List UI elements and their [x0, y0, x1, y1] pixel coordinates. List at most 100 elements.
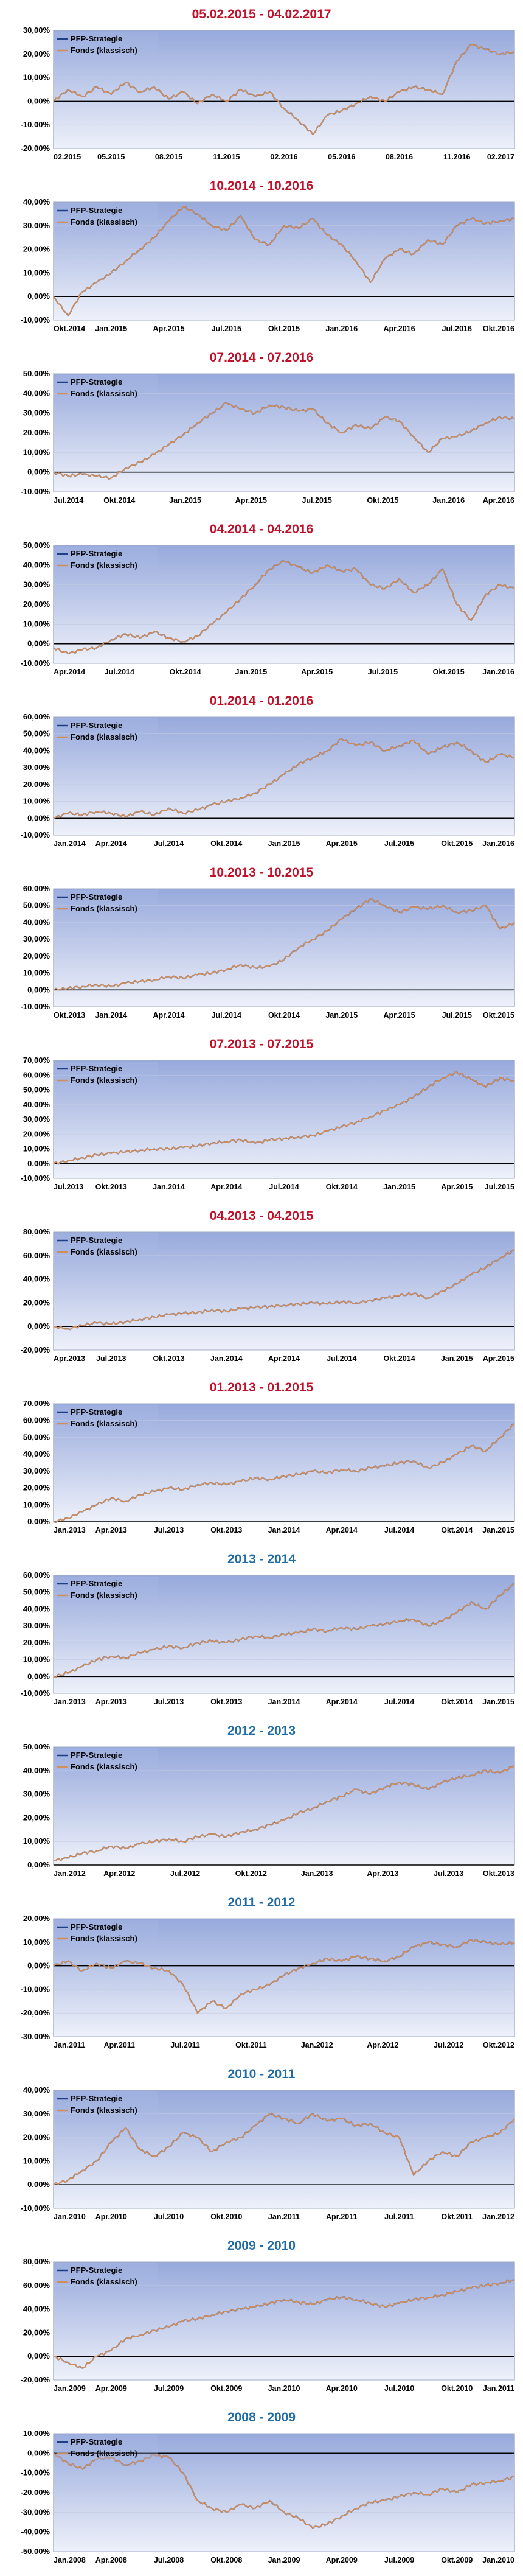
legend-label-fonds: Fonds (klassisch) — [71, 1076, 137, 1085]
legend-label-strategie: PFP-Strategie — [71, 549, 122, 558]
chart-title: 2013 - 2014 — [227, 1552, 296, 1566]
y-tick-label: 20,00% — [23, 1813, 50, 1822]
x-tick-label: Jan.2012 — [301, 2041, 333, 2049]
x-tick-label: Apr.2015 — [383, 1011, 415, 1020]
legend-label-fonds: Fonds (klassisch) — [71, 1591, 137, 1600]
x-tick-label: Apr.2015 — [301, 668, 333, 676]
y-tick-label: 20,00% — [23, 951, 50, 961]
y-tick-label: 60,00% — [23, 885, 50, 893]
x-tick-label: Jul.2015 — [368, 668, 398, 676]
x-tick-label: Okt.2015 — [367, 496, 398, 505]
y-tick-label: 50,00% — [23, 1432, 50, 1441]
x-tick-label: Jul.2013 — [54, 1183, 83, 1191]
y-tick-label: 40,00% — [23, 1100, 50, 1109]
x-tick-label: Jul.2010 — [384, 2384, 414, 2393]
y-tick-label: 50,00% — [23, 1743, 50, 1751]
x-tick-label: Okt.2014 — [441, 1698, 473, 1706]
y-tick-label: 40,00% — [23, 1604, 50, 1613]
y-tick-label: 40,00% — [23, 1766, 50, 1775]
x-tick-label: Jul.2014 — [54, 496, 83, 505]
chart-panel: 2010 - 2011 -10,00% 0,00% 10,00% 20,00% 30,00… — [0, 2060, 523, 2231]
x-tick-label: Okt.2010 — [441, 2384, 473, 2393]
x-tick-label: Jan.2011 — [268, 2213, 300, 2221]
x-tick-label: Okt.2015 — [441, 839, 473, 848]
y-tick-label: 30,00% — [23, 408, 50, 418]
line-chart: -20,00% -10,00% 0,00% 10,00% 20,00% 30,00% 02.… — [21, 27, 515, 161]
x-tick-label: Jan.2008 — [54, 2556, 86, 2564]
x-tick-label: Jul.2012 — [434, 2041, 463, 2049]
chart-title: 2009 - 2010 — [227, 2239, 296, 2253]
chart-panel: 04.2014 - 04.2016 -10,00% 0,00% 10,00% 20,00… — [0, 515, 523, 687]
legend-label-fonds: Fonds (klassisch) — [71, 2277, 137, 2286]
chart-panel: 2012 - 2013 0,00% 10,00% 20,00% 30,00% 40,00%… — [0, 1717, 523, 1888]
x-tick-label: Jan.2015 — [383, 1183, 415, 1191]
x-tick-label: Jan.2010 — [482, 2556, 514, 2564]
legend: PFP-Strategie Fonds (klassisch) — [55, 1577, 158, 1602]
x-tick-label: Okt.2015 — [433, 668, 465, 676]
x-tick-label: Apr.2012 — [367, 2041, 398, 2049]
y-tick-label: -10,00% — [21, 2468, 50, 2477]
y-tick-label: 30,00% — [23, 934, 50, 943]
series-line-fonds-klassisch — [53, 1939, 515, 2014]
x-tick-label: Okt.2013 — [95, 1183, 127, 1191]
legend-label-fonds: Fonds (klassisch) — [71, 1762, 137, 1771]
line-chart: -10,00% 0,00% 10,00% 20,00% 30,00% 40,00% 50,0… — [21, 370, 515, 505]
y-tick-label: 20,00% — [23, 245, 50, 254]
plot-area — [53, 201, 515, 321]
legend-label-strategie: PFP-Strategie — [71, 206, 122, 215]
x-tick-label: Jan.2013 — [301, 1869, 333, 1878]
x-tick-label: Okt.2014 — [441, 1526, 473, 1535]
line-chart: -10,00% 0,00% 10,00% 20,00% 30,00% 40,00% 50,0… — [21, 542, 515, 676]
y-tick-label: 0,00% — [27, 96, 50, 105]
x-tick-label: Jan.2015 — [325, 1011, 358, 1020]
series-line-fonds-klassisch — [53, 1583, 515, 1678]
legend: PFP-Strategie Fonds (klassisch) — [55, 203, 158, 229]
line-chart: 0,00% 10,00% 20,00% 30,00% 40,00% 50,00% Jan.2… — [23, 1743, 515, 1878]
y-tick-label: 20,00% — [23, 1638, 50, 1647]
x-tick-label: Apr.2011 — [326, 2213, 357, 2221]
y-tick-label: -20,00% — [21, 2375, 50, 2384]
x-tick-label: Okt.2011 — [235, 2041, 266, 2049]
legend-label-fonds: Fonds (klassisch) — [71, 561, 137, 570]
y-tick-label: 30,00% — [23, 1790, 50, 1799]
series-line-fonds-klassisch — [53, 738, 515, 819]
series-line-fonds-klassisch — [53, 44, 515, 135]
x-tick-label: Jul.2008 — [154, 2556, 184, 2564]
legend-label-strategie: PFP-Strategie — [71, 377, 122, 387]
legend-label-fonds: Fonds (klassisch) — [71, 904, 137, 913]
x-tick-label: Jan.2014 — [210, 1354, 243, 1363]
y-tick-label: 20,00% — [23, 780, 50, 789]
y-tick-label: 10,00% — [23, 1655, 50, 1664]
legend-label-fonds: Fonds (klassisch) — [71, 46, 137, 55]
x-tick-label: Jan.2012 — [482, 2213, 514, 2221]
y-tick-label: -30,00% — [21, 2507, 50, 2516]
x-tick-label: Okt.2015 — [268, 324, 300, 333]
x-tick-label: Jul.2014 — [327, 1354, 356, 1363]
y-tick-label: -10,00% — [21, 830, 50, 839]
legend: PFP-Strategie Fonds (klassisch) — [55, 718, 158, 744]
legend-label-fonds: Fonds (klassisch) — [71, 732, 137, 741]
x-tick-label: Jul.2016 — [442, 324, 472, 333]
y-tick-label: 20,00% — [23, 1915, 50, 1923]
x-tick-label: Jan.2014 — [153, 1183, 185, 1191]
series-line-fonds-klassisch — [53, 206, 515, 317]
x-tick-label: Jul.2011 — [384, 2213, 414, 2221]
x-tick-label: Jan.2016 — [325, 324, 358, 333]
y-tick-label: 20,00% — [23, 2328, 50, 2337]
x-tick-label: Apr.2010 — [326, 2384, 358, 2393]
legend: PFP-Strategie Fonds (klassisch) — [55, 1920, 158, 1945]
y-tick-label: 0,00% — [27, 813, 50, 822]
y-tick-label: 0,00% — [27, 639, 50, 648]
chart-panel: 10.2013 - 10.2015 -10,00% 0,00% 10,00% 20,00… — [0, 858, 523, 1030]
x-tick-label: Apr.2014 — [326, 1526, 358, 1535]
chart-panel: 2013 - 2014 -10,00% 0,00% 10,00% 20,00% 30,00… — [0, 1545, 523, 1717]
y-tick-label: 60,00% — [23, 1251, 50, 1260]
y-tick-label: 10,00% — [23, 73, 50, 82]
y-tick-label: 60,00% — [23, 1416, 50, 1425]
line-chart: -10,00% 0,00% 10,00% 20,00% 30,00% 40,00% Jan.… — [21, 2087, 515, 2221]
x-tick-label: Jul.2014 — [384, 1526, 414, 1535]
x-tick-label: Okt.2015 — [483, 1011, 514, 1020]
x-tick-label: Jul.2011 — [170, 2041, 200, 2049]
legend-label-fonds: Fonds (klassisch) — [71, 1419, 137, 1428]
